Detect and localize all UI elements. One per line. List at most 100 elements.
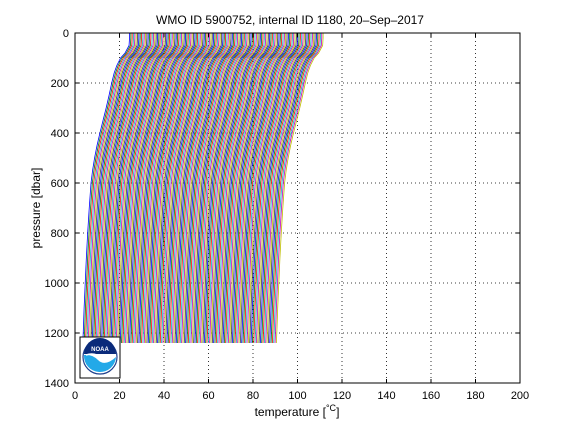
profile-line-89 [201, 33, 249, 344]
chart-title: WMO ID 5900752, internal ID 1180, 20–Sep… [156, 13, 424, 27]
profile-line-125 [249, 33, 297, 344]
profile-line-65 [169, 33, 217, 344]
profile-line-117 [238, 33, 287, 344]
profile-line-74 [181, 33, 229, 344]
profile-line-22 [111, 33, 160, 344]
profile-line-15 [102, 33, 150, 344]
profile-line-64 [167, 33, 216, 344]
noaa-logo: NOAA [79, 336, 121, 379]
y-tick-label-6: 1200 [45, 328, 69, 340]
profile-line-86 [197, 33, 245, 344]
profile-line-44 [141, 33, 189, 344]
profile-line-54 [154, 33, 203, 344]
profile-line-113 [233, 33, 281, 344]
profile-line-14 [101, 33, 149, 344]
profile-line-6 [90, 33, 138, 344]
profile-line-120 [242, 33, 291, 344]
profile-line-5 [89, 33, 137, 344]
y-tick-label-1: 200 [51, 78, 69, 90]
profile-line-80 [189, 33, 237, 344]
profile-line-114 [234, 33, 283, 344]
profile-line-118 [239, 33, 288, 344]
profile-line-110 [229, 33, 277, 344]
profile-line-92 [205, 33, 253, 344]
profile-line-70 [175, 33, 224, 344]
profile-line-141 [270, 33, 319, 344]
profile-line-28 [119, 33, 168, 344]
x-tick-label-7: 140 [377, 390, 395, 402]
profile-line-111 [230, 33, 279, 344]
profile-line-142 [271, 33, 320, 344]
profile-line-50 [149, 33, 197, 344]
profile-line-115 [235, 33, 284, 344]
x-tick-label-2: 40 [158, 390, 170, 402]
profile-line-102 [218, 33, 267, 344]
profile-line-136 [263, 33, 312, 344]
profile-line-123 [246, 33, 295, 344]
profile-line-33 [126, 33, 174, 344]
profile-line-108 [226, 33, 275, 344]
profile-line-130 [255, 33, 304, 344]
profile-line-83 [193, 33, 241, 344]
x-tick-label-3: 60 [202, 390, 214, 402]
y-tick-labels: 0 200 400 600 800 1000 1200 1400 [45, 28, 69, 390]
profile-line-97 [211, 33, 260, 344]
profile-line-116 [237, 33, 285, 344]
profile-line-93 [206, 33, 255, 344]
y-tick-label-4: 800 [51, 228, 69, 240]
profile-line-39 [134, 33, 182, 344]
profile-line-8 [93, 33, 141, 344]
profile-line-62 [165, 33, 213, 344]
x-tick-label-4: 80 [247, 390, 259, 402]
profile-line-60 [162, 33, 211, 344]
x-tick-label-1: 20 [113, 390, 125, 402]
profile-line-72 [178, 33, 227, 344]
profile-line-57 [158, 33, 207, 344]
y-tick-label-3: 600 [51, 178, 69, 190]
profile-line-42 [138, 33, 186, 344]
profile-line-71 [177, 33, 225, 344]
profile-line-107 [225, 33, 273, 344]
profile-line-31 [123, 33, 172, 344]
profile-line-11 [97, 33, 145, 344]
profile-line-121 [243, 33, 292, 344]
profile-line-95 [209, 33, 257, 344]
profile-line-73 [179, 33, 228, 344]
profile-line-24 [114, 33, 162, 344]
profile-line-4 [87, 33, 136, 344]
profile-line-34 [127, 33, 176, 344]
profile-line-129 [254, 33, 303, 344]
profile-line-10 [95, 33, 144, 344]
profile-line-78 [186, 33, 235, 344]
profile-line-101 [217, 33, 265, 344]
profile-line-25 [115, 33, 164, 344]
profile-line-144 [274, 33, 323, 344]
profile-line-61 [163, 33, 212, 344]
profile-line-85 [195, 33, 244, 344]
profile-line-35 [129, 33, 177, 344]
profile-line-13 [99, 33, 148, 344]
profile-line-104 [221, 33, 269, 344]
profile-line-94 [207, 33, 256, 344]
profile-line-90 [202, 33, 251, 344]
profile-line-131 [257, 33, 305, 344]
profile-line-139 [267, 33, 316, 344]
profile-line-138 [266, 33, 315, 344]
profile-line-51 [150, 33, 199, 344]
profile-line-145 [275, 33, 324, 344]
profile-line-47 [145, 33, 193, 344]
profile-line-119 [241, 33, 289, 344]
x-tick-label-0: 0 [72, 390, 78, 402]
y-tick-label-0: 0 [63, 28, 69, 40]
profile-line-36 [130, 33, 178, 344]
profile-line-133 [259, 33, 308, 344]
profile-line-96 [210, 33, 259, 344]
profile-line-128 [253, 33, 301, 344]
profile-line-1 [83, 33, 132, 344]
profile-line-43 [139, 33, 188, 344]
profile-line-75 [182, 33, 231, 344]
y-tick-label-2: 400 [51, 128, 69, 140]
profile-line-53 [153, 33, 201, 344]
profile-line-16 [103, 33, 152, 344]
